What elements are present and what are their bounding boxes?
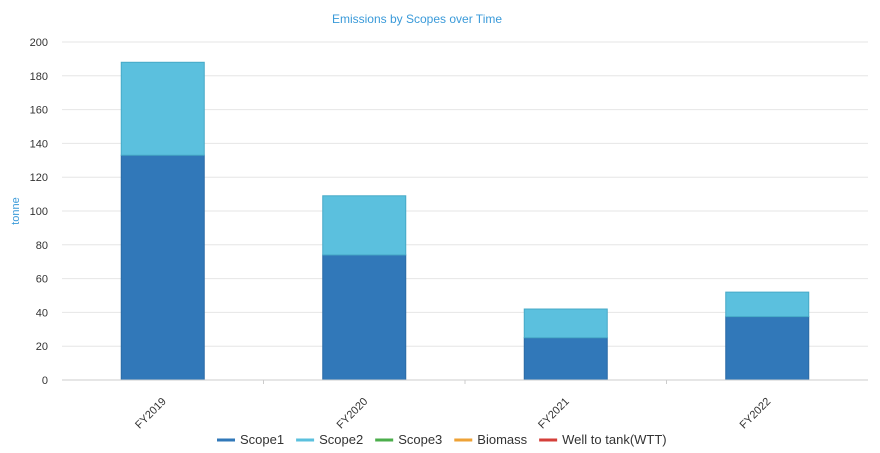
x-axis-ticks: FY2019 FY2020 FY2021 FY2022 <box>133 380 773 431</box>
legend-item-scope3[interactable]: Scope3 <box>375 432 442 447</box>
bar-scope1-fy2020[interactable] <box>322 254 407 381</box>
y-axis-label: tonne <box>10 197 22 225</box>
bar-scope1-fy2019[interactable] <box>120 154 205 381</box>
y-tick-label: 160 <box>30 105 48 117</box>
bar-scope2-fy2019[interactable] <box>120 61 205 156</box>
y-tick-label: 180 <box>30 71 48 83</box>
x-tick-label: FY2021 <box>536 396 572 432</box>
y-tick-label: 120 <box>30 172 48 184</box>
x-tick-label: FY2020 <box>335 396 371 432</box>
y-tick-label: 100 <box>30 206 48 218</box>
x-tick-label: FY2022 <box>738 396 774 432</box>
bar-scope1-fy2022[interactable] <box>725 316 810 381</box>
legend-item-well-to-tank-wtt-[interactable]: Well to tank(WTT) <box>539 432 667 447</box>
y-axis-ticks: 0 20 40 60 80 100 120 140 160 180 200 <box>30 37 48 387</box>
legend-item-scope1[interactable]: Scope1 <box>217 432 284 447</box>
y-tick-label: 80 <box>36 240 48 252</box>
bar-scope2-fy2020[interactable] <box>322 195 407 256</box>
y-tick-label: 60 <box>36 274 48 286</box>
legend[interactable]: Scope1 Scope2 Scope3 Biomass Well to tank(WT… <box>217 432 667 447</box>
y-tick-label: 0 <box>42 375 48 387</box>
legend-item-scope2[interactable]: Scope2 <box>296 432 363 447</box>
y-tick-label: 200 <box>30 37 48 49</box>
bar-scope1-fy2021[interactable] <box>523 337 608 381</box>
y-tick-label: 140 <box>30 138 48 150</box>
legend-label: Scope3 <box>398 432 442 447</box>
x-tick-label: FY2019 <box>133 396 169 432</box>
legend-label: Well to tank(WTT) <box>562 432 667 447</box>
y-tick-label: 40 <box>36 307 48 319</box>
chart-title: Emissions by Scopes over Time <box>332 12 502 26</box>
bar-scope2-fy2021[interactable] <box>523 308 608 339</box>
legend-label: Scope2 <box>319 432 363 447</box>
legend-label: Scope1 <box>240 432 284 447</box>
y-tick-label: 20 <box>36 341 48 353</box>
legend-item-biomass[interactable]: Biomass <box>454 432 528 447</box>
bar-scope2-fy2022[interactable] <box>725 291 810 318</box>
legend-label: Biomass <box>477 432 527 447</box>
